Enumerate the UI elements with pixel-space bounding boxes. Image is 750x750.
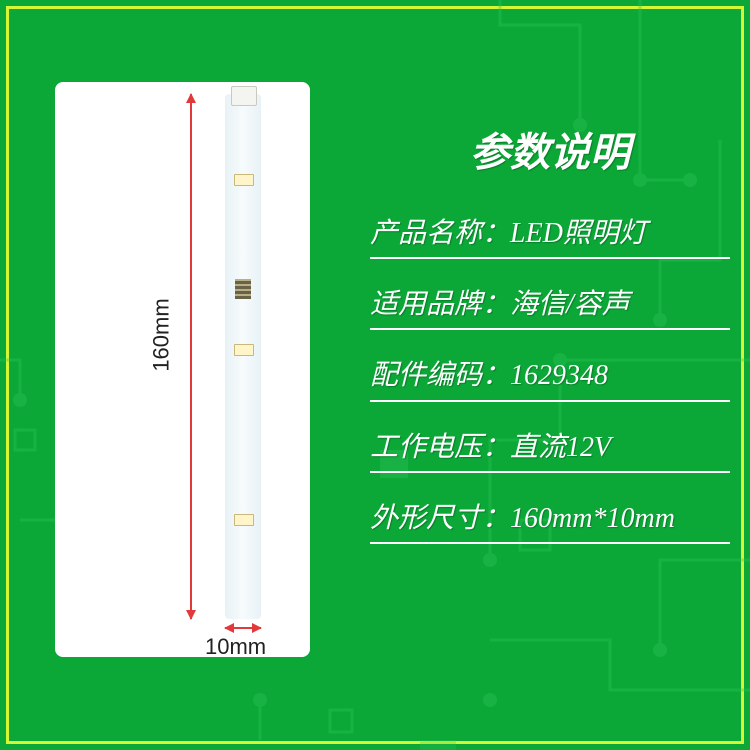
spec-label: 适用品牌 — [370, 285, 510, 324]
led-chip — [234, 174, 254, 186]
spec-value: LED照明灯 — [510, 214, 647, 253]
spec-block: 参数说明 产品名称 LED照明灯 适用品牌 海信/容声 配件编码 1629348… — [370, 120, 730, 570]
dimension-width-label: 10mm — [205, 634, 266, 660]
spec-row: 产品名称 LED照明灯 — [370, 214, 730, 259]
spec-label: 工作电压 — [370, 428, 510, 467]
spec-title: 参数说明 — [370, 120, 730, 178]
spec-value: 160mm*10mm — [510, 499, 675, 538]
spec-row: 适用品牌 海信/容声 — [370, 285, 730, 330]
spec-value: 1629348 — [510, 356, 608, 395]
spec-value: 海信/容声 — [510, 285, 630, 324]
led-chip — [234, 514, 254, 526]
spec-label: 配件编码 — [370, 356, 510, 395]
dimension-height-label: 160mm — [149, 298, 175, 371]
product-panel: 160mm 10mm — [55, 82, 310, 657]
spec-label: 产品名称 — [370, 214, 510, 253]
spec-row: 外形尺寸 160mm*10mm — [370, 499, 730, 544]
led-strip — [225, 94, 261, 619]
resistor-block — [235, 279, 251, 299]
strip-connector — [231, 86, 257, 106]
dimension-line-horizontal — [225, 627, 261, 629]
spec-value: 直流12V — [510, 428, 611, 467]
dimension-line-vertical — [190, 94, 192, 619]
spec-row: 工作电压 直流12V — [370, 428, 730, 473]
spec-row: 配件编码 1629348 — [370, 356, 730, 401]
spec-label: 外形尺寸 — [370, 499, 510, 538]
led-chip — [234, 344, 254, 356]
